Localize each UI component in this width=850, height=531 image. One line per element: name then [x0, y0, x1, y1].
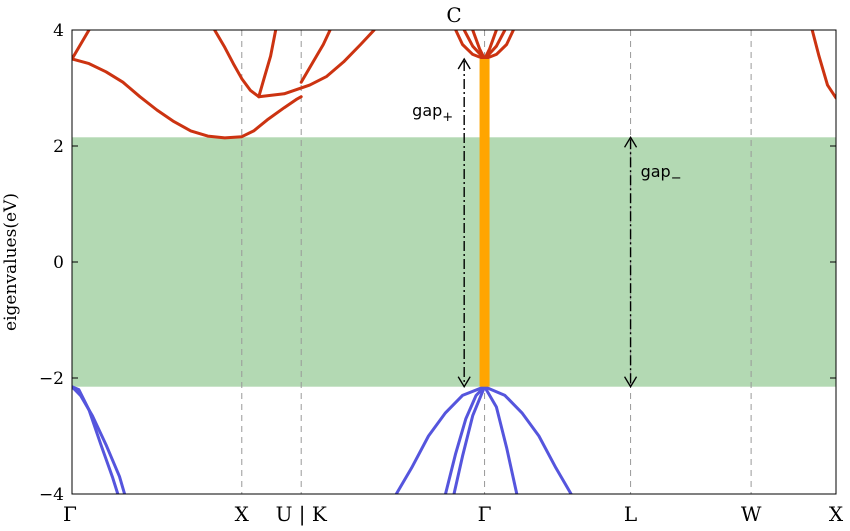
y-tick-label: 0	[53, 253, 64, 273]
gap-label-subscript: +	[442, 110, 453, 125]
conduction-band-line	[810, 30, 836, 100]
gap-label: gap+	[412, 101, 453, 125]
valence-band-line	[444, 385, 519, 494]
valence-band-line	[452, 385, 487, 494]
x-tick-label: W	[741, 502, 762, 526]
direct-gap-bar	[479, 59, 490, 387]
x-ticks: Γ X U | K Γ L W X	[63, 502, 844, 527]
conduction-band-line	[299, 30, 332, 84]
y-tick-label: −4	[39, 485, 64, 505]
valence-band-line	[394, 385, 573, 494]
gap-arrow-head-top	[623, 135, 638, 148]
gap-label-text: gap	[641, 162, 671, 181]
conduction-band-line	[72, 30, 91, 61]
x-tick-label: Γ	[478, 502, 492, 526]
gap-label: gap−	[641, 162, 682, 186]
x-tick-label: L	[624, 502, 637, 526]
conduction-band-line	[257, 30, 278, 99]
conduction-band-line	[72, 57, 303, 140]
background-layer	[72, 137, 836, 387]
x-tick-label: U | K	[276, 502, 328, 527]
gap-annotations: gap+gap−	[412, 57, 682, 389]
x-tick-label: X	[829, 502, 844, 526]
x-tick-label: X	[235, 502, 250, 526]
x-tick-label: Γ	[63, 502, 77, 526]
direct-gap-layer	[479, 59, 490, 387]
chart-title: C	[446, 3, 461, 27]
valence-band-line	[72, 385, 120, 494]
conduction-band-line	[213, 30, 261, 99]
y-tick-label: 4	[53, 21, 64, 41]
gap-label-subscript: −	[671, 171, 682, 186]
gap-region	[72, 137, 836, 387]
y-tick-label: 2	[53, 137, 64, 157]
gap-label-text: gap	[412, 101, 442, 120]
y-tick-label: −2	[39, 369, 64, 389]
gap-arrow-head-bottom	[457, 376, 471, 389]
y-ticks: −4 −2 0 2 4	[39, 21, 836, 505]
y-axis-label: eigenvalues(eV)	[1, 193, 21, 331]
valence-band-line	[72, 385, 127, 494]
conduction-band-line	[257, 30, 376, 99]
gap-arrow-head-top	[457, 57, 471, 70]
gap-arrow-head-bottom	[623, 376, 638, 389]
